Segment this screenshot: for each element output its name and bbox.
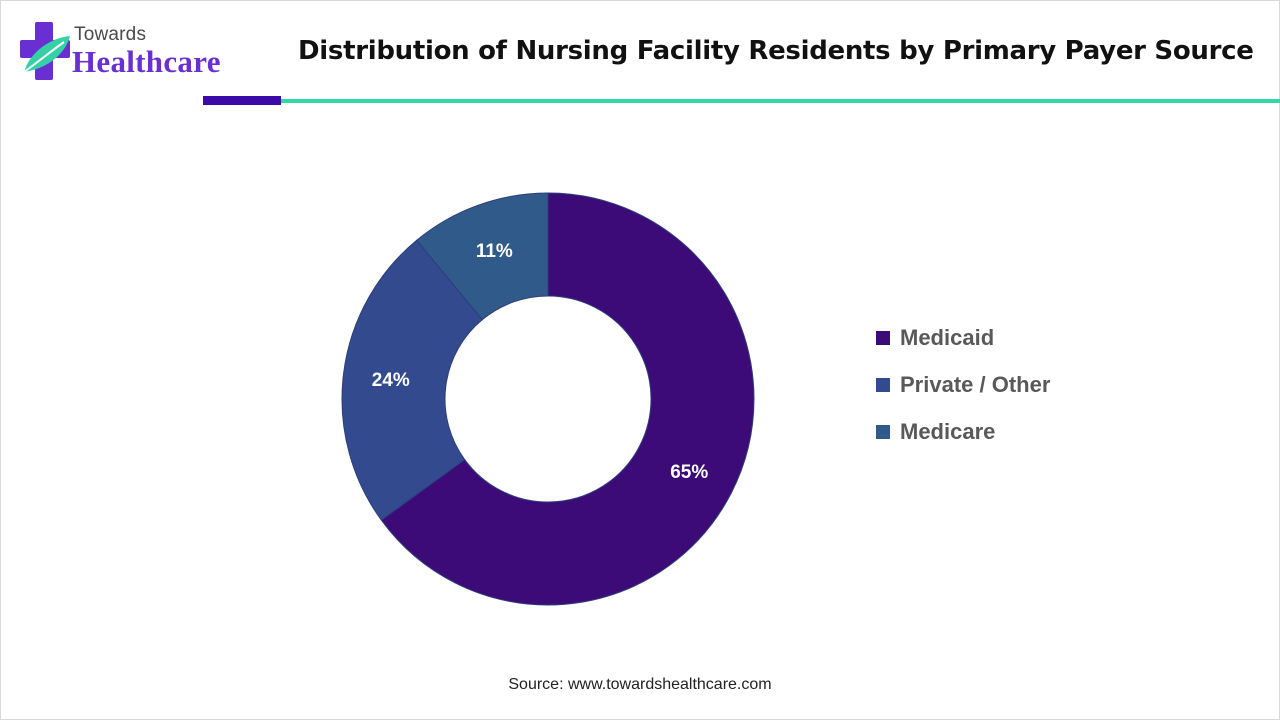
legend-swatch-medicaid [876,330,890,345]
header-rule [281,99,1280,103]
legend-label-private-other: Private / Other [900,371,1051,397]
brand-main-text: Healthcare [72,44,221,79]
chart-legend: Medicaid Private / Other Medicare [876,314,1050,455]
slice-label-private-other: 24% [372,370,410,391]
brand-top-text: Towards [74,24,147,45]
legend-label-medicare: Medicare [900,418,996,444]
source-note: Source: www.towardshealthcare.com [508,676,772,693]
legend-swatch-medicare [876,424,890,439]
legend-item-medicaid: Medicaid [876,314,1050,361]
legend-item-medicare: Medicare [876,408,1050,455]
donut-slice-medicare [415,192,549,321]
header-rule-accent [203,96,281,105]
medical-cross-icon [20,22,70,80]
legend-swatch-private-other [876,377,890,392]
legend-label-medicaid: Medicaid [900,324,995,350]
brand-logo: Towards Healthcare [20,22,240,86]
donut-slice-medicaid [380,192,755,606]
chart-title: Distribution of Nursing Facility Residen… [298,36,1254,66]
slice-label-medicare: 11% [476,241,513,262]
donut-slice-private-other [341,239,484,521]
legend-item-private-other: Private / Other [876,361,1050,408]
slice-label-medicaid: 65% [670,462,708,483]
